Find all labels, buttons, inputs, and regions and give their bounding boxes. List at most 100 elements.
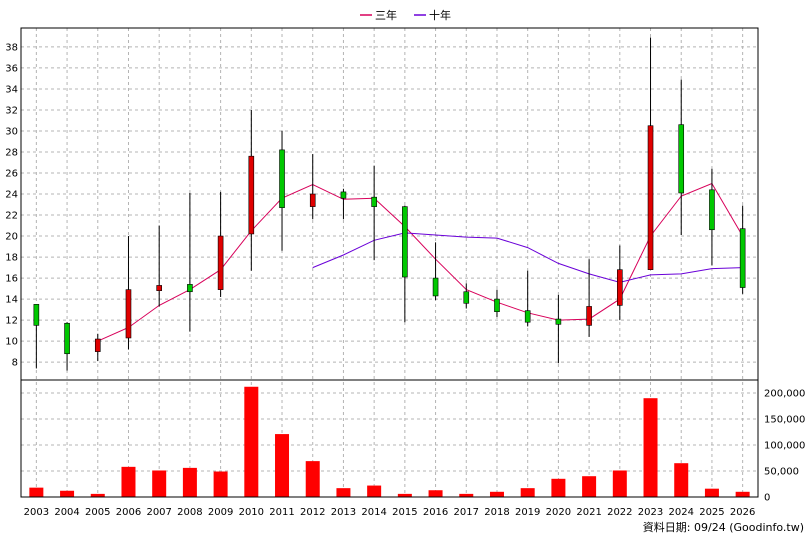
candle-body	[739, 228, 746, 288]
volume-bar	[612, 470, 627, 497]
volume-bar	[182, 467, 197, 497]
price-tick-label: 28	[5, 147, 18, 158]
candle-body	[555, 318, 562, 325]
candle-body	[279, 149, 285, 208]
year-tick-label: 2026	[730, 507, 755, 518]
volume-bar	[305, 461, 320, 497]
price-tick-label: 10	[5, 337, 18, 348]
data-date-note: 資料日期: 09/24 (Goodinfo.tw)	[643, 520, 804, 534]
candle-body	[64, 322, 70, 355]
year-tick-label: 2012	[300, 507, 325, 518]
candle-body	[125, 289, 132, 339]
volume-bar	[459, 493, 474, 497]
year-tick-label: 2019	[515, 507, 540, 518]
candle-body	[309, 193, 316, 207]
year-tick-label: 2024	[669, 507, 694, 518]
volume-tick-label: 50,000	[764, 467, 799, 478]
volume-bar	[60, 490, 75, 497]
volume-bar	[674, 463, 689, 497]
candle-body	[709, 189, 715, 231]
year-tick-label: 2025	[699, 507, 724, 518]
price-tick-label: 16	[5, 274, 18, 285]
year-tick-label: 2017	[454, 507, 479, 518]
candle-body	[340, 191, 347, 199]
year-tick-label: 2020	[546, 507, 571, 518]
volume-bar	[643, 398, 658, 497]
volume-bar	[90, 493, 105, 497]
year-tick-label: 2004	[54, 507, 79, 518]
year-tick-label: 2013	[331, 507, 356, 518]
year-tick-label: 2015	[392, 507, 417, 518]
volume-bar	[121, 466, 136, 497]
year-tick-label: 2006	[116, 507, 141, 518]
volume-bar	[367, 485, 382, 497]
price-tick-label: 34	[5, 84, 18, 95]
candle-body	[432, 277, 439, 297]
volume-gridlines	[21, 392, 758, 472]
price-tick-label: 32	[5, 105, 18, 116]
year-tick-label: 2016	[423, 507, 448, 518]
candle-body	[33, 304, 40, 326]
year-tick-label: 2010	[239, 507, 264, 518]
volume-bar	[520, 488, 535, 497]
candle-body	[156, 285, 162, 291]
candle-body	[678, 124, 685, 194]
volume-bar	[489, 491, 504, 497]
volume-tick-label: 100,000	[764, 441, 805, 452]
candle-body	[647, 125, 654, 270]
volume-tick-label: 200,000	[764, 389, 805, 400]
price-tick-label: 26	[5, 169, 18, 180]
moving-average-lines	[97, 182, 744, 342]
legend: 三年 十年	[360, 8, 451, 22]
candle-body	[402, 206, 408, 278]
legend-entry: 三年	[375, 8, 397, 22]
year-tick-label: 2005	[85, 507, 110, 518]
candle-body	[617, 269, 623, 306]
candle-body	[586, 306, 592, 326]
candle-body	[524, 310, 531, 323]
candle-body	[494, 298, 500, 313]
year-tick-label: 2003	[24, 507, 49, 518]
candle-body	[94, 338, 101, 352]
volume-bar	[428, 490, 443, 497]
plot-frames	[20, 27, 759, 498]
legend-entry: 十年	[429, 8, 451, 22]
year-tick-label: 2023	[638, 507, 663, 518]
price-tick-label: 8	[12, 358, 18, 369]
volume-bar	[275, 434, 290, 497]
volume-bar	[336, 488, 351, 497]
price-tick-label: 38	[5, 42, 18, 53]
year-tick-label: 2022	[607, 507, 632, 518]
year-tick-label: 2008	[177, 507, 202, 518]
price-tick-label: 14	[5, 295, 18, 306]
price-tick-label: 36	[5, 63, 18, 74]
candle-body	[371, 196, 377, 207]
year-tick-label: 2014	[361, 507, 386, 518]
axis-labels: 8101214161820222426283032343638050,00010…	[5, 42, 805, 518]
year-tick-label: 2007	[146, 507, 171, 518]
volume-bar	[397, 493, 412, 497]
volume-bar	[735, 491, 750, 497]
ma-line-10yr	[312, 232, 743, 283]
candle-body	[248, 155, 255, 235]
volume-bar	[582, 476, 597, 497]
volume-tick-label: 150,000	[764, 415, 805, 426]
price-gridlines	[21, 28, 758, 497]
year-tick-label: 2018	[484, 507, 509, 518]
volume-panel-frame	[20, 379, 759, 498]
volume-bar	[152, 470, 167, 497]
volume-bars	[29, 386, 750, 497]
candle-body	[217, 235, 224, 290]
price-tick-label: 30	[5, 126, 18, 137]
price-tick-label: 22	[5, 211, 18, 222]
volume-bar	[551, 478, 566, 497]
ma-line-3yr	[97, 182, 744, 342]
price-tick-label: 12	[5, 316, 18, 327]
candle-body	[187, 284, 193, 293]
price-tick-label: 18	[5, 253, 18, 264]
year-tick-label: 2009	[208, 507, 233, 518]
volume-bar	[29, 487, 44, 497]
candle-body	[463, 291, 470, 304]
